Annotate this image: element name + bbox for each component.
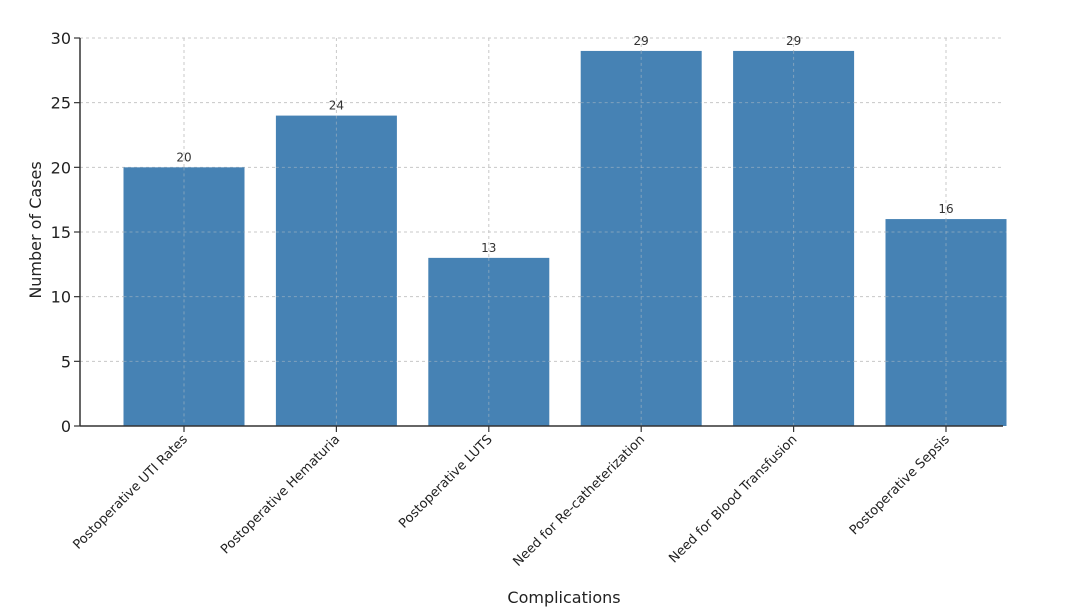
x-ticks: Postoperative UTI Rates Postoperative Hem…	[70, 426, 953, 570]
x-tick-label: Postoperative Sepsis	[847, 432, 953, 538]
x-tick-label: Postoperative UTI Rates	[70, 432, 191, 553]
bar	[580, 50, 702, 426]
bar-value-label: 13	[481, 241, 496, 255]
bar	[885, 219, 1007, 426]
y-tick-label: 5	[61, 352, 71, 371]
bar-value-label: 16	[938, 202, 953, 216]
y-tick-label: 0	[61, 417, 71, 436]
y-tick-label: 25	[51, 94, 71, 113]
data-labels: 20 24 13 29 29 16	[176, 34, 953, 255]
y-tick-label: 15	[51, 223, 71, 242]
y-tick-label: 10	[51, 288, 71, 307]
y-ticks: 0 5 10 15 20 25 30	[51, 29, 80, 436]
bar	[428, 257, 550, 426]
bar-value-label: 29	[634, 34, 649, 48]
bar-value-label: 24	[329, 99, 344, 113]
bar	[275, 115, 397, 426]
x-tick-label: Need for Re-catheterization	[511, 432, 648, 569]
bar-value-label: 29	[786, 34, 801, 48]
bar	[733, 50, 855, 426]
y-tick-label: 20	[51, 158, 71, 177]
y-axis-title: Number of Cases	[26, 161, 45, 298]
bar	[123, 167, 245, 427]
y-tick-label: 30	[51, 29, 71, 48]
x-axis-title: Complications	[507, 588, 620, 607]
x-tick-label: Postoperative Hematuria	[218, 432, 343, 557]
x-tick-label: Need for Blood Transfusion	[666, 432, 800, 566]
bar-value-label: 20	[176, 150, 191, 164]
x-tick-label: Postoperative LUTS	[396, 432, 495, 531]
bars	[123, 50, 1007, 427]
